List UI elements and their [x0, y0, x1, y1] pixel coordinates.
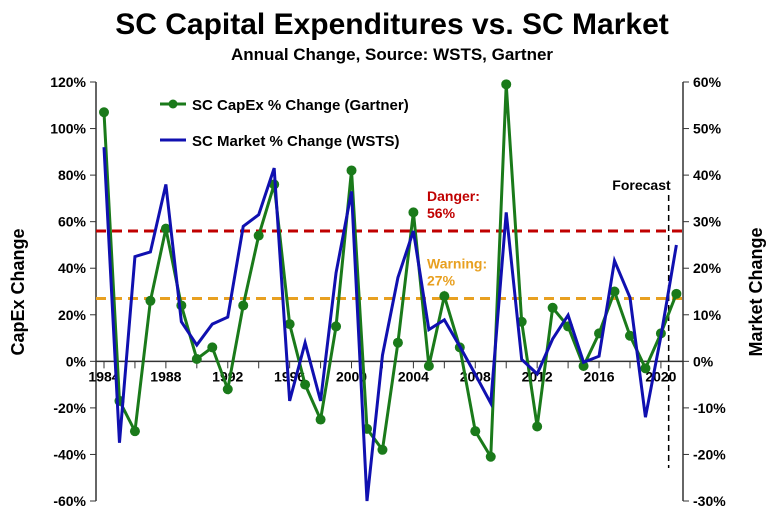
- capex-point: [470, 426, 481, 437]
- x-tick-label: 1988: [150, 368, 181, 384]
- capex-point: [300, 379, 311, 390]
- forecast-label: Forecast: [612, 177, 671, 193]
- capex-point: [624, 330, 635, 341]
- capex-point: [222, 384, 233, 395]
- y2-axis-label: Market Change: [746, 227, 766, 356]
- capex-point: [501, 79, 512, 90]
- legend-label-capex: SC CapEx % Change (Gartner): [192, 97, 409, 114]
- capex-point: [671, 288, 682, 299]
- capex-point: [609, 286, 620, 297]
- reference-label: Danger:: [427, 188, 480, 204]
- y2-tick-label: 20%: [693, 260, 722, 276]
- capex-point: [377, 444, 388, 455]
- reference-label: Warning:: [427, 255, 487, 271]
- x-tick-label: 2004: [398, 368, 429, 384]
- legend-label-market: SC Market % Change (WSTS): [192, 133, 400, 150]
- y2-tick-label: 0%: [693, 353, 714, 369]
- capex-point: [99, 107, 109, 118]
- capex-point: [346, 165, 357, 176]
- y-tick-label: 20%: [58, 307, 87, 323]
- y2-tick-label: 30%: [693, 214, 722, 230]
- x-tick-label: 2016: [583, 368, 614, 384]
- y-tick-label: 80%: [58, 167, 87, 183]
- x-tick-label: 2020: [645, 368, 676, 384]
- y-axis-label: CapEx Change: [8, 228, 28, 355]
- capex-point: [160, 223, 171, 234]
- capex-point: [253, 230, 264, 241]
- capex-point: [129, 426, 140, 437]
- capex-point: [439, 291, 450, 302]
- market-line: [102, 147, 678, 502]
- capex-point: [578, 360, 589, 371]
- y-tick-label: 120%: [50, 74, 86, 90]
- y2-tick-label: -20%: [693, 446, 726, 462]
- capex-point: [392, 337, 403, 348]
- capex-point: [207, 342, 218, 353]
- capex-point: [191, 354, 202, 365]
- capex-point: [423, 360, 434, 371]
- y2-tick-label: -30%: [693, 493, 726, 509]
- capex-point: [331, 321, 342, 332]
- y-tick-label: -60%: [53, 493, 86, 509]
- y2-tick-label: 60%: [693, 74, 722, 90]
- y2-tick-label: 50%: [693, 121, 722, 137]
- capex-point: [547, 302, 558, 313]
- legend: SC CapEx % Change (Gartner) SC Market % …: [160, 97, 409, 150]
- legend-marker-capex: [168, 99, 178, 109]
- capex-point: [238, 300, 249, 311]
- capex-point: [485, 451, 496, 462]
- reference-value: 56%: [427, 205, 456, 221]
- y-tick-label: -20%: [53, 400, 86, 416]
- chart-title: SC Capital Expenditures vs. SC Market: [115, 8, 669, 41]
- y2-tick-label: -10%: [693, 400, 726, 416]
- capex-point: [315, 414, 326, 425]
- capex-point: [145, 295, 156, 306]
- x-tick-label: 1984: [88, 368, 119, 384]
- capex-point: [640, 363, 651, 374]
- y-tick-label: 100%: [50, 121, 86, 137]
- y-tick-label: 40%: [58, 260, 87, 276]
- y2-tick-label: 40%: [693, 167, 722, 183]
- y-tick-label: -40%: [53, 446, 86, 462]
- y-tick-label: 0%: [66, 353, 87, 369]
- capex-point: [284, 319, 295, 330]
- chart-subtitle: Annual Change, Source: WSTS, Gartner: [231, 45, 553, 64]
- capex-point: [532, 421, 543, 432]
- y-tick-label: 60%: [58, 214, 87, 230]
- y2-tick-label: 10%: [693, 307, 722, 323]
- reference-value: 27%: [427, 272, 456, 288]
- capex-point: [408, 207, 419, 218]
